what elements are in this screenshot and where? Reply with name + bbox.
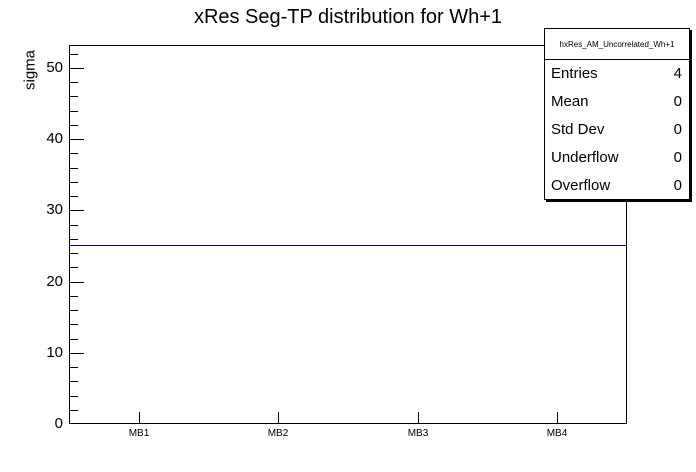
y-minor-tick <box>70 96 78 97</box>
y-minor-tick <box>70 253 78 254</box>
y-tick-label: 40 <box>46 130 63 147</box>
stats-row-stddev: Std Dev 0 <box>545 116 689 144</box>
y-minor-tick <box>70 267 78 268</box>
y-minor-tick <box>70 396 78 397</box>
y-minor-tick <box>70 82 78 83</box>
y-minor-tick <box>70 182 78 183</box>
stats-label: Underflow <box>551 148 619 166</box>
y-minor-tick <box>70 367 78 368</box>
stats-value: 0 <box>673 176 682 194</box>
y-minor-tick <box>70 196 78 197</box>
y-major-tick <box>70 210 84 211</box>
x-tick-label: MB4 <box>546 428 568 439</box>
y-tick-label: 30 <box>46 201 63 218</box>
y-minor-tick <box>70 339 78 340</box>
stats-label: Mean <box>551 93 589 111</box>
y-minor-tick <box>70 111 78 112</box>
stats-rows: Entries 4 Mean 0 Std Dev 0 Underflow 0 O… <box>545 60 689 199</box>
stats-value: 0 <box>673 93 682 111</box>
stats-label: Std Dev <box>551 120 605 138</box>
x-tick <box>418 412 419 423</box>
stats-label: Overflow <box>551 176 611 194</box>
stats-box-title: hxRes_AM_Uncorrelated_Wh+1 <box>545 29 689 60</box>
y-major-tick <box>70 282 84 283</box>
x-tick <box>557 412 558 423</box>
x-tick-label: MB1 <box>128 428 150 439</box>
y-minor-tick <box>70 225 78 226</box>
y-minor-tick <box>70 381 78 382</box>
y-minor-tick <box>70 54 78 55</box>
y-tick-label: 20 <box>46 273 63 290</box>
stats-value: 0 <box>673 120 682 138</box>
plot-frame <box>69 45 627 424</box>
histogram-line <box>70 244 626 247</box>
y-tick-label: 50 <box>46 59 63 76</box>
stats-value: 4 <box>673 65 682 83</box>
y-minor-tick <box>70 168 78 169</box>
x-tick <box>278 412 279 423</box>
stats-label: Entries <box>551 65 598 83</box>
y-minor-tick <box>70 239 78 240</box>
y-minor-tick <box>70 410 78 411</box>
x-tick <box>139 412 140 423</box>
stats-row-entries: Entries 4 <box>545 60 689 88</box>
y-minor-tick <box>70 153 78 154</box>
y-minor-tick <box>70 310 78 311</box>
y-minor-tick <box>70 324 78 325</box>
x-tick-label: MB2 <box>267 428 289 439</box>
y-tick-label: 0 <box>54 415 63 432</box>
y-major-tick <box>70 353 84 354</box>
y-minor-tick <box>70 296 78 297</box>
chart-title: xRes Seg-TP distribution for Wh+1 <box>193 6 503 28</box>
stats-value: 0 <box>673 148 682 166</box>
x-tick-label: MB3 <box>407 428 429 439</box>
stats-box: hxRes_AM_Uncorrelated_Wh+1 Entries 4 Mea… <box>544 28 690 200</box>
y-major-tick <box>70 139 84 140</box>
stats-row-overflow: Overflow 0 <box>545 171 689 199</box>
stats-row-underflow: Underflow 0 <box>545 143 689 171</box>
y-major-tick <box>70 68 84 69</box>
y-minor-tick <box>70 125 78 126</box>
stats-row-mean: Mean 0 <box>545 88 689 116</box>
y-tick-label: 10 <box>46 344 63 361</box>
